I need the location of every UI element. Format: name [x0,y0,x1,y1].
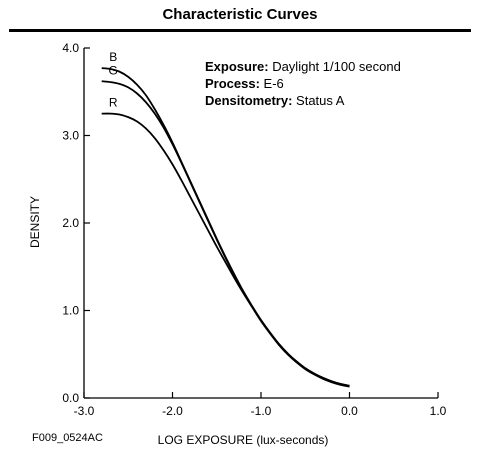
note-exposure-value: Daylight 1/100 second [269,59,401,74]
y-tick-label: 1.0 [62,304,79,318]
y-tick-label: 3.0 [62,129,79,143]
series-line-b [101,67,350,387]
note-densitometry: Densitometry: Status A [205,93,345,108]
header-title: Characteristic Curves [162,6,318,23]
series-group: BG R [101,50,350,388]
series-label-b: B [109,50,117,64]
x-axis-label: LOG EXPOSURE (lux-seconds) [158,433,329,447]
x-axis: -3.0 -2.0 -1.0 0.0 1.0 [74,392,447,418]
note-process-key: Process: [205,76,260,91]
note-exposure: Exposure: Daylight 1/100 second [205,59,401,74]
x-tick-label: -1.0 [251,404,272,418]
y-axis-label: DENSITY [28,196,42,248]
series-label-r: R [109,96,118,110]
note-densitometry-value: Status A [292,93,344,108]
y-tick-label: 0.0 [62,391,79,405]
series-label-g: G [109,63,118,77]
x-tick-label: -2.0 [162,404,183,418]
x-tick-label: -3.0 [74,404,95,418]
figure-code: F009_0524AC [32,432,103,444]
series-line-g [101,80,350,387]
note-process: Process: E-6 [205,76,284,91]
note-densitometry-key: Densitometry: [205,93,292,108]
x-tick-label: 1.0 [430,404,447,418]
x-tick-label: 0.0 [341,404,358,418]
y-tick-label: 4.0 [62,41,79,55]
note-process-value: E-6 [260,76,284,91]
y-tick-label: 2.0 [62,216,79,230]
note-exposure-key: Exposure: [205,59,269,74]
y-axis: 0.0 1.0 2.0 3.0 4.0 [62,41,90,405]
header-rule [9,29,471,32]
series-line-r [101,112,350,388]
